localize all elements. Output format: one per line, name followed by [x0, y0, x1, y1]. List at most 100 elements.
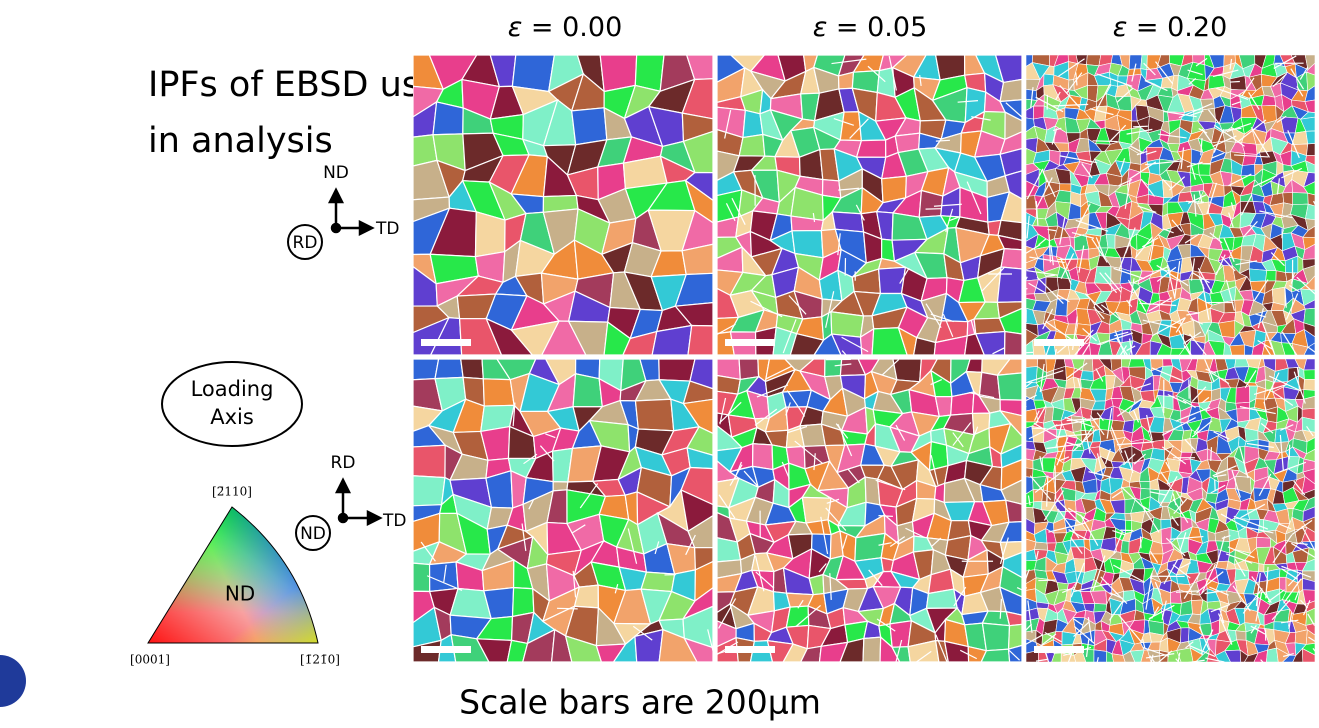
twin	[1289, 445, 1290, 460]
loading-axis-ellipse	[162, 362, 302, 446]
grain	[1121, 541, 1129, 554]
ebsd-map	[1007, 359, 1319, 690]
grain	[831, 312, 864, 337]
axis-label: TD	[382, 511, 406, 531]
twin	[1055, 466, 1056, 500]
footer: Scale bars are 200μm	[459, 683, 821, 722]
ipf-label: [2̄110]	[212, 485, 252, 499]
caption: in analysis	[148, 121, 333, 161]
column-heading: ε = 0.05	[813, 12, 928, 43]
grain	[1094, 267, 1111, 284]
grain	[893, 359, 921, 382]
grain	[512, 55, 554, 91]
twin	[1091, 657, 1098, 690]
grain	[659, 359, 695, 381]
grain	[982, 623, 1009, 651]
grain	[1044, 74, 1054, 86]
grain	[1181, 628, 1190, 643]
grain	[1304, 370, 1315, 380]
grain	[1295, 630, 1307, 645]
grain	[1306, 131, 1315, 144]
grain	[1006, 500, 1022, 522]
grain	[1304, 379, 1315, 390]
ebsd-maps	[413, 55, 1319, 690]
scale-bar	[421, 646, 471, 653]
grain	[739, 134, 765, 156]
column-heading: ε = 0.00	[508, 12, 623, 43]
twin	[879, 516, 893, 517]
grain	[1198, 163, 1210, 175]
axis-label: ND	[300, 524, 326, 544]
grain	[863, 637, 881, 662]
grain	[802, 497, 831, 523]
scale-bar	[725, 646, 775, 653]
axis-label: TD	[375, 219, 399, 239]
twin	[1211, 447, 1212, 461]
grain	[825, 359, 842, 377]
grain	[1071, 416, 1082, 433]
grain	[998, 373, 1022, 400]
grain	[1125, 520, 1131, 533]
grain	[475, 212, 505, 257]
ipf-triangle	[140, 500, 330, 650]
ebsd-map	[708, 359, 1042, 675]
grain	[1033, 490, 1043, 502]
grain	[572, 108, 607, 145]
scale-bar	[1034, 339, 1084, 346]
grain	[1000, 79, 1022, 101]
column-heading: ε = 0.20	[1113, 12, 1228, 43]
grain	[483, 379, 514, 406]
grain	[1266, 270, 1277, 281]
grain	[1259, 564, 1265, 573]
grain	[1237, 408, 1250, 422]
slide-logo	[0, 655, 26, 707]
grain	[739, 359, 759, 379]
grain	[413, 445, 445, 477]
grain	[1249, 269, 1267, 282]
column-headings: ε = 0.00 ε = 0.05 ε = 0.20	[508, 12, 1228, 43]
grain	[1140, 481, 1150, 489]
grain	[1086, 55, 1100, 66]
grain	[840, 112, 861, 141]
loading-axis-label: Axis	[210, 405, 254, 429]
scale-bar	[725, 339, 775, 346]
grain	[1230, 345, 1245, 355]
grain	[1306, 143, 1315, 155]
ipf-label: ND	[225, 582, 255, 606]
grain	[1026, 468, 1033, 478]
ipf-label: [1̄21̄0]	[300, 653, 340, 667]
grain	[1236, 631, 1246, 641]
axis-label: ND	[323, 163, 349, 183]
grain	[1094, 603, 1107, 612]
grain	[413, 563, 430, 591]
ipf-label: [0001]	[130, 653, 170, 667]
ebsd-map	[413, 55, 713, 355]
grain	[1001, 249, 1022, 269]
grain	[433, 102, 463, 135]
twin	[1021, 148, 1026, 159]
grain	[857, 140, 886, 157]
grain	[461, 359, 484, 379]
loading-axis-label: Loading	[191, 377, 274, 401]
ebsd-map	[413, 359, 716, 664]
grain	[486, 471, 513, 508]
grain	[1141, 55, 1148, 70]
twin	[1093, 141, 1118, 142]
grain	[1026, 359, 1038, 368]
grain	[435, 359, 463, 379]
grain	[1129, 359, 1146, 367]
axis-label: RD	[331, 453, 356, 473]
grain	[997, 267, 1022, 302]
grain	[1057, 582, 1068, 590]
twin	[1230, 82, 1239, 83]
grain	[1241, 164, 1255, 175]
grain	[688, 325, 713, 355]
scale-bar	[1034, 646, 1084, 653]
grain	[413, 476, 445, 506]
grain	[1262, 95, 1276, 106]
grain	[513, 588, 534, 617]
grain	[1293, 193, 1309, 205]
grain	[1005, 332, 1022, 355]
grain	[1034, 542, 1047, 550]
twin	[557, 608, 578, 609]
